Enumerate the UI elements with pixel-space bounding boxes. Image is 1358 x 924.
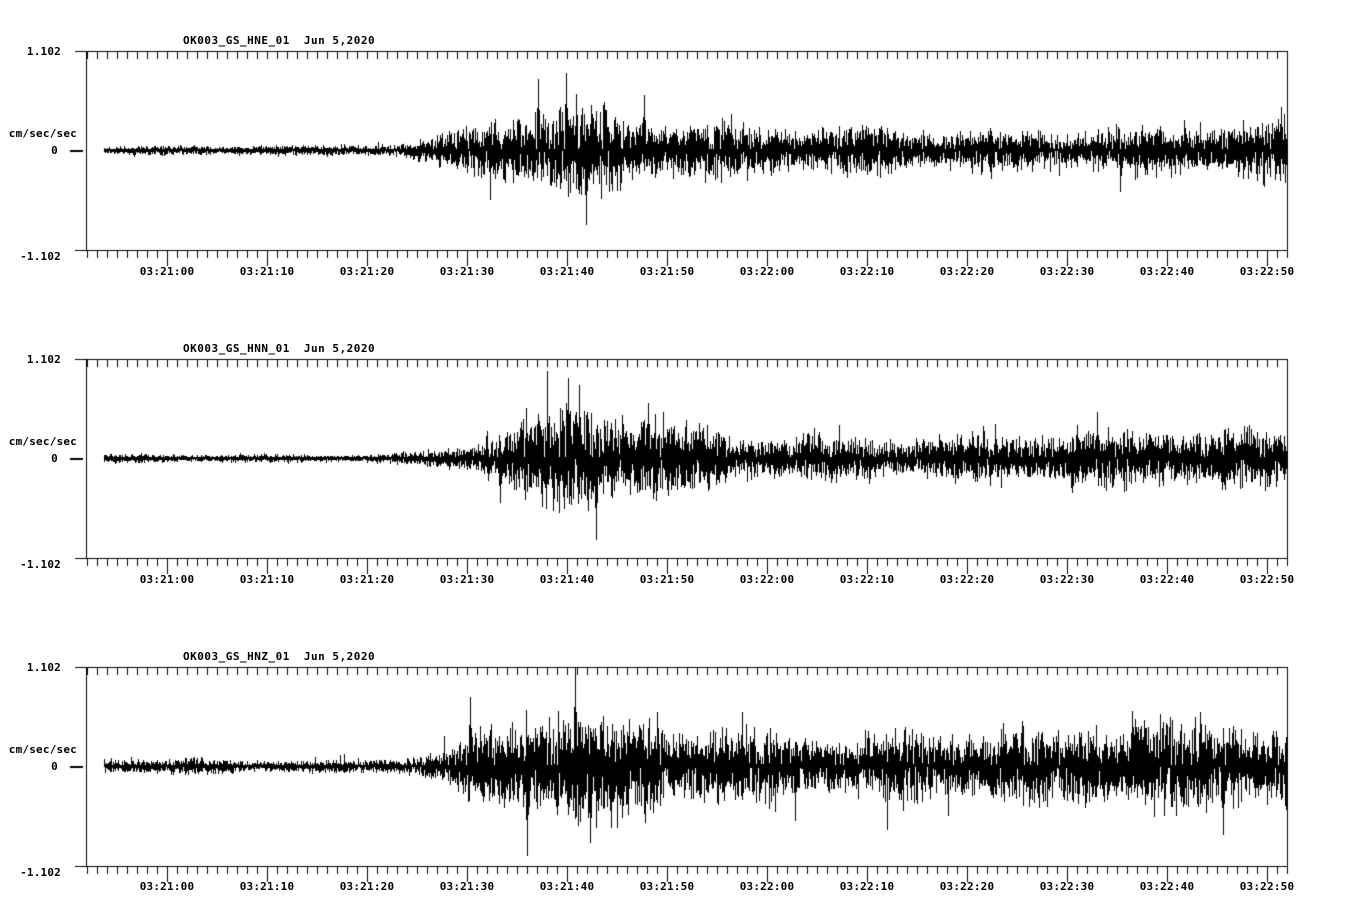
x-tick-label: 03:22:10 xyxy=(839,265,895,278)
x-tick-label: 03:22:50 xyxy=(1239,880,1295,893)
x-tick-label: 03:22:00 xyxy=(739,880,795,893)
x-tick-label: 03:22:00 xyxy=(739,265,795,278)
panel-title: OK003_GS_HNN_01 Jun 5,2020 xyxy=(183,342,375,355)
x-tick-label: 03:21:30 xyxy=(439,265,495,278)
x-tick-label: 03:22:30 xyxy=(1039,573,1095,586)
y-min-label: -1.102 xyxy=(20,250,61,263)
x-tick-label: 03:22:20 xyxy=(939,573,995,586)
panel-title-station: OK003_GS_HNE_01 xyxy=(183,34,290,47)
x-tick-label: 03:21:10 xyxy=(239,880,295,893)
x-tick-labels: 03:21:00 03:21:10 03:21:20 03:21:30 03:21:40… xyxy=(0,573,1358,587)
x-tick-label: 03:22:30 xyxy=(1039,265,1095,278)
x-tick-label: 03:21:00 xyxy=(139,880,195,893)
x-tick-label: 03:21:40 xyxy=(539,265,595,278)
panel-title-station: OK003_GS_HNZ_01 xyxy=(183,650,290,663)
panel-title: OK003_GS_HNE_01 Jun 5,2020 xyxy=(183,34,375,47)
x-tick-label: 03:22:20 xyxy=(939,880,995,893)
x-tick-label: 03:21:00 xyxy=(139,265,195,278)
x-tick-label: 03:22:50 xyxy=(1239,573,1295,586)
x-tick-label: 03:22:40 xyxy=(1139,265,1195,278)
panel-title-date: Jun 5,2020 xyxy=(303,342,376,355)
panel-title: OK003_GS_HNZ_01 Jun 5,2020 xyxy=(183,650,375,663)
y-max-label: 1.102 xyxy=(26,45,61,58)
y-units-label: cm/sec/sec xyxy=(8,127,77,140)
y-max-label: 1.102 xyxy=(26,661,61,674)
y-max-label: 1.102 xyxy=(26,353,61,366)
x-tick-labels: 03:21:00 03:21:10 03:21:20 03:21:30 03:21:40… xyxy=(0,880,1358,894)
x-tick-label: 03:21:50 xyxy=(639,880,695,893)
x-tick-label: 03:22:30 xyxy=(1039,880,1095,893)
x-tick-label: 03:21:50 xyxy=(639,265,695,278)
x-tick-label: 03:22:00 xyxy=(739,573,795,586)
y-zero-label: 0 xyxy=(51,760,58,773)
x-tick-label: 03:22:20 xyxy=(939,265,995,278)
x-tick-label: 03:22:40 xyxy=(1139,880,1195,893)
x-tick-labels: 03:21:00 03:21:10 03:21:20 03:21:30 03:21:40… xyxy=(0,265,1358,279)
x-tick-label: 03:22:50 xyxy=(1239,265,1295,278)
x-tick-label: 03:21:20 xyxy=(339,880,395,893)
x-tick-label: 03:22:10 xyxy=(839,880,895,893)
x-tick-label: 03:21:50 xyxy=(639,573,695,586)
panel-title-date: Jun 5,2020 xyxy=(303,34,376,47)
x-tick-label: 03:21:30 xyxy=(439,880,495,893)
y-units-label: cm/sec/sec xyxy=(8,435,77,448)
x-tick-label: 03:22:40 xyxy=(1139,573,1195,586)
x-tick-label: 03:21:40 xyxy=(539,880,595,893)
x-tick-label: 03:21:30 xyxy=(439,573,495,586)
y-zero-label: 0 xyxy=(51,144,58,157)
x-tick-label: 03:22:10 xyxy=(839,573,895,586)
x-tick-label: 03:21:20 xyxy=(339,265,395,278)
x-tick-label: 03:21:10 xyxy=(239,265,295,278)
y-zero-label: 0 xyxy=(51,452,58,465)
x-tick-label: 03:21:20 xyxy=(339,573,395,586)
panel-title-date: Jun 5,2020 xyxy=(303,650,376,663)
panel-title-station: OK003_GS_HNN_01 xyxy=(183,342,290,355)
x-tick-label: 03:21:10 xyxy=(239,573,295,586)
y-units-label: cm/sec/sec xyxy=(8,743,77,756)
x-tick-label: 03:21:00 xyxy=(139,573,195,586)
y-min-label: -1.102 xyxy=(20,558,61,571)
x-tick-label: 03:21:40 xyxy=(539,573,595,586)
y-min-label: -1.102 xyxy=(20,866,61,879)
